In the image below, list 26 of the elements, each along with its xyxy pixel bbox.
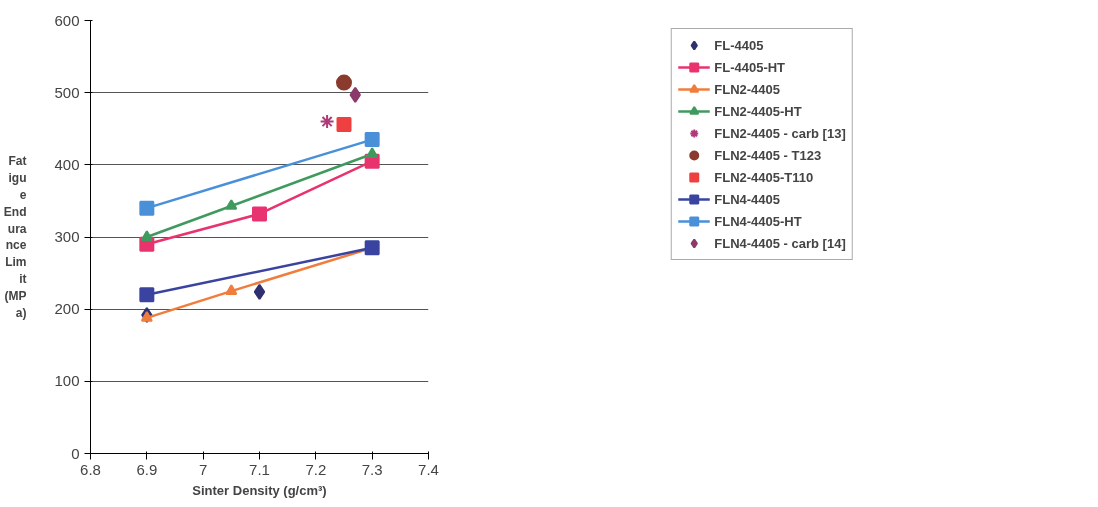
legend-label: FLN2-4405 - T123	[714, 147, 822, 163]
y-tick-label: 400	[54, 155, 80, 173]
legend-label: FL-4405	[714, 37, 764, 53]
y-tick-label: 500	[54, 83, 80, 101]
x-tick-label: 7.4	[418, 460, 439, 478]
x-tick-label: 7.1	[249, 460, 270, 478]
x-tick-label: 7	[199, 460, 208, 478]
legend-label: FLN4-4405-HT	[714, 213, 802, 229]
legend-label: FLN2-4405 - carb [13]	[714, 125, 846, 141]
x-tick-label: 7.2	[305, 460, 327, 478]
x-tick-label: 7.3	[361, 460, 383, 478]
legend-label: FLN4-4405	[714, 191, 780, 207]
legend-label: FLN2-4405-HT	[714, 103, 802, 119]
text: Fatigue Endurance Limit (MPa)	[3, 154, 27, 320]
x-axis-title: Sinter Density (g/cm³)	[192, 482, 327, 498]
y-tick-label: 0	[71, 444, 80, 462]
y-tick-label: 200	[54, 300, 80, 318]
legend-label: FL-4405-HT	[714, 59, 786, 75]
y-tick-label: 100	[54, 372, 80, 390]
y-tick-label: 600	[54, 11, 80, 29]
x-tick-label: 6.9	[136, 460, 158, 478]
legend-label: FLN2-4405	[714, 81, 780, 97]
x-tick-label: 6.8	[80, 460, 101, 478]
y-tick-label: 300	[54, 228, 80, 245]
legend-label: FLN2-4405-T110	[714, 169, 814, 185]
legend-label: FLN4-4405 - carb [14]	[714, 235, 846, 251]
